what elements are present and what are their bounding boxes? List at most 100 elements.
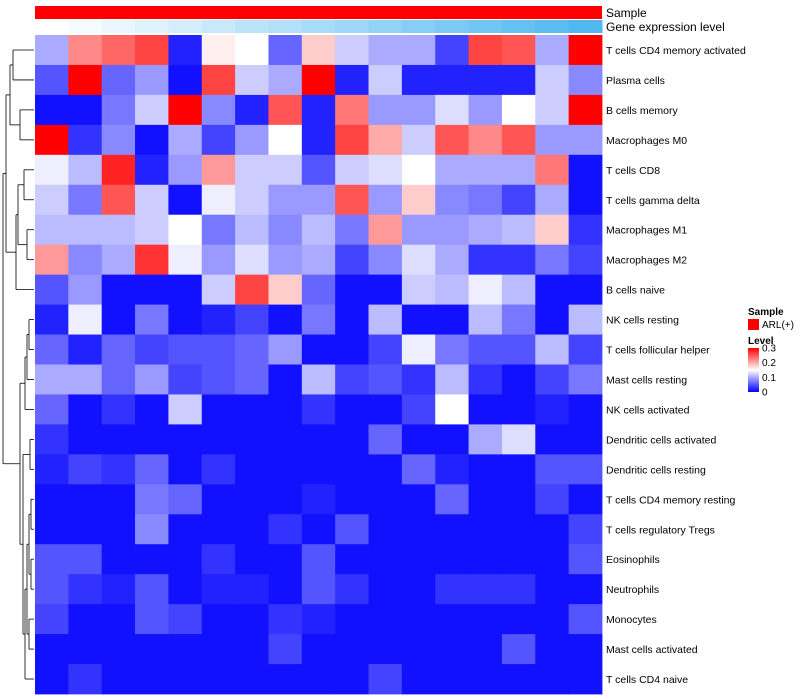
heatmap-cell <box>101 94 136 126</box>
heatmap-cell <box>435 544 469 575</box>
gene-expression-cell <box>35 20 69 33</box>
heatmap-cell <box>168 214 203 246</box>
heatmap-cell <box>335 514 369 545</box>
heatmap-cell <box>35 454 69 485</box>
heatmap-cell <box>301 364 336 395</box>
row-label: Eosinophils <box>606 554 660 566</box>
gene-expression-cell <box>68 20 103 33</box>
heatmap-cell <box>368 154 403 186</box>
heatmap-cell <box>235 184 269 216</box>
heatmap-cell <box>135 544 169 575</box>
heatmap-cell <box>101 184 136 216</box>
heatmap-cell <box>68 154 103 186</box>
heatmap-cell <box>468 664 503 695</box>
heatmap-cell <box>335 304 369 335</box>
row-label: T cells CD4 memory resting <box>606 494 735 506</box>
heatmap-cell <box>468 454 503 485</box>
heatmap-cell <box>335 454 369 485</box>
heatmap-cell <box>235 274 269 305</box>
gene-expression-cell <box>268 20 303 33</box>
heatmap-cell <box>135 124 169 156</box>
gene-expression-cell <box>468 20 503 33</box>
heatmap-cell <box>168 184 203 216</box>
heatmap-cell <box>35 544 69 575</box>
gene-expression-cell <box>201 20 236 33</box>
heatmap-cell <box>535 604 570 635</box>
heatmap-cell <box>101 244 136 276</box>
heatmap-cell <box>401 454 436 485</box>
heatmap-cell <box>368 94 403 126</box>
heatmap-cell <box>135 574 169 605</box>
heatmap-cell <box>568 304 603 335</box>
heatmap-cell <box>568 244 603 276</box>
row-label: Macrophages M2 <box>606 255 687 267</box>
heatmap-cell <box>335 574 369 605</box>
heatmap-cell <box>101 64 136 96</box>
gene-expression-cell <box>368 20 403 33</box>
heatmap-cell <box>468 154 503 186</box>
heatmap-cell <box>335 64 369 96</box>
row-label: Macrophages M0 <box>606 135 687 147</box>
heatmap-cell <box>401 514 436 545</box>
heatmap-cell <box>235 244 269 276</box>
heatmap-cell <box>501 64 536 96</box>
heatmap-cell <box>501 484 536 515</box>
heatmap-cell <box>201 544 236 575</box>
heatmap-cell <box>68 214 103 246</box>
heatmap-cell <box>501 574 536 605</box>
heatmap-cell <box>535 394 570 425</box>
heatmap-cell <box>68 244 103 276</box>
heatmap-cell <box>68 64 103 96</box>
heatmap-cell <box>101 124 136 156</box>
legend-level-tick: 0.2 <box>762 358 776 369</box>
heatmap-cell <box>568 214 603 246</box>
heatmap-cell <box>335 604 369 635</box>
heatmap-cell <box>368 334 403 365</box>
row-label: Mast cells resting <box>606 374 687 386</box>
heatmap-cell <box>301 35 336 66</box>
heatmap-cell <box>501 124 536 156</box>
heatmap-cell <box>568 64 603 96</box>
heatmap-cell <box>568 35 603 66</box>
heatmap-cell <box>135 244 169 276</box>
row-label: Monocytes <box>606 614 657 626</box>
heatmap-cell <box>435 634 469 665</box>
heatmap-cell <box>301 484 336 515</box>
heatmap-cell <box>301 304 336 335</box>
heatmap-cell <box>101 334 136 365</box>
heatmap-cell <box>268 214 303 246</box>
heatmap-cell <box>501 364 536 395</box>
heatmap-cell <box>568 454 603 485</box>
heatmap-cell <box>568 544 603 575</box>
heatmap-cell <box>468 334 503 365</box>
heatmap-cell <box>201 244 236 276</box>
heatmap-cell <box>368 35 403 66</box>
heatmap-cell <box>568 664 603 695</box>
heatmap-cell <box>535 544 570 575</box>
row-label: Dendritic cells activated <box>606 434 716 446</box>
heatmap-cell <box>401 664 436 695</box>
heatmap-cell <box>101 634 136 665</box>
heatmap-cell <box>535 214 570 246</box>
row-label: B cells naive <box>606 285 665 297</box>
heatmap-cell <box>168 424 203 455</box>
heatmap-cell <box>301 394 336 425</box>
heatmap-cell <box>201 634 236 665</box>
heatmap-cell <box>368 574 403 605</box>
row-dendrogram <box>2 49 34 680</box>
heatmap-cell <box>68 124 103 156</box>
heatmap-cell <box>501 424 536 455</box>
heatmap-cell <box>368 634 403 665</box>
heatmap-cell <box>368 244 403 276</box>
heatmap-cell <box>168 274 203 305</box>
heatmap-cell <box>268 304 303 335</box>
heatmap-cell <box>501 304 536 335</box>
heatmap-cell <box>501 154 536 186</box>
heatmap-cell <box>368 64 403 96</box>
heatmap-cell <box>335 154 369 186</box>
heatmap-cell <box>301 544 336 575</box>
heatmap-cell <box>401 544 436 575</box>
heatmap-cell <box>568 154 603 186</box>
